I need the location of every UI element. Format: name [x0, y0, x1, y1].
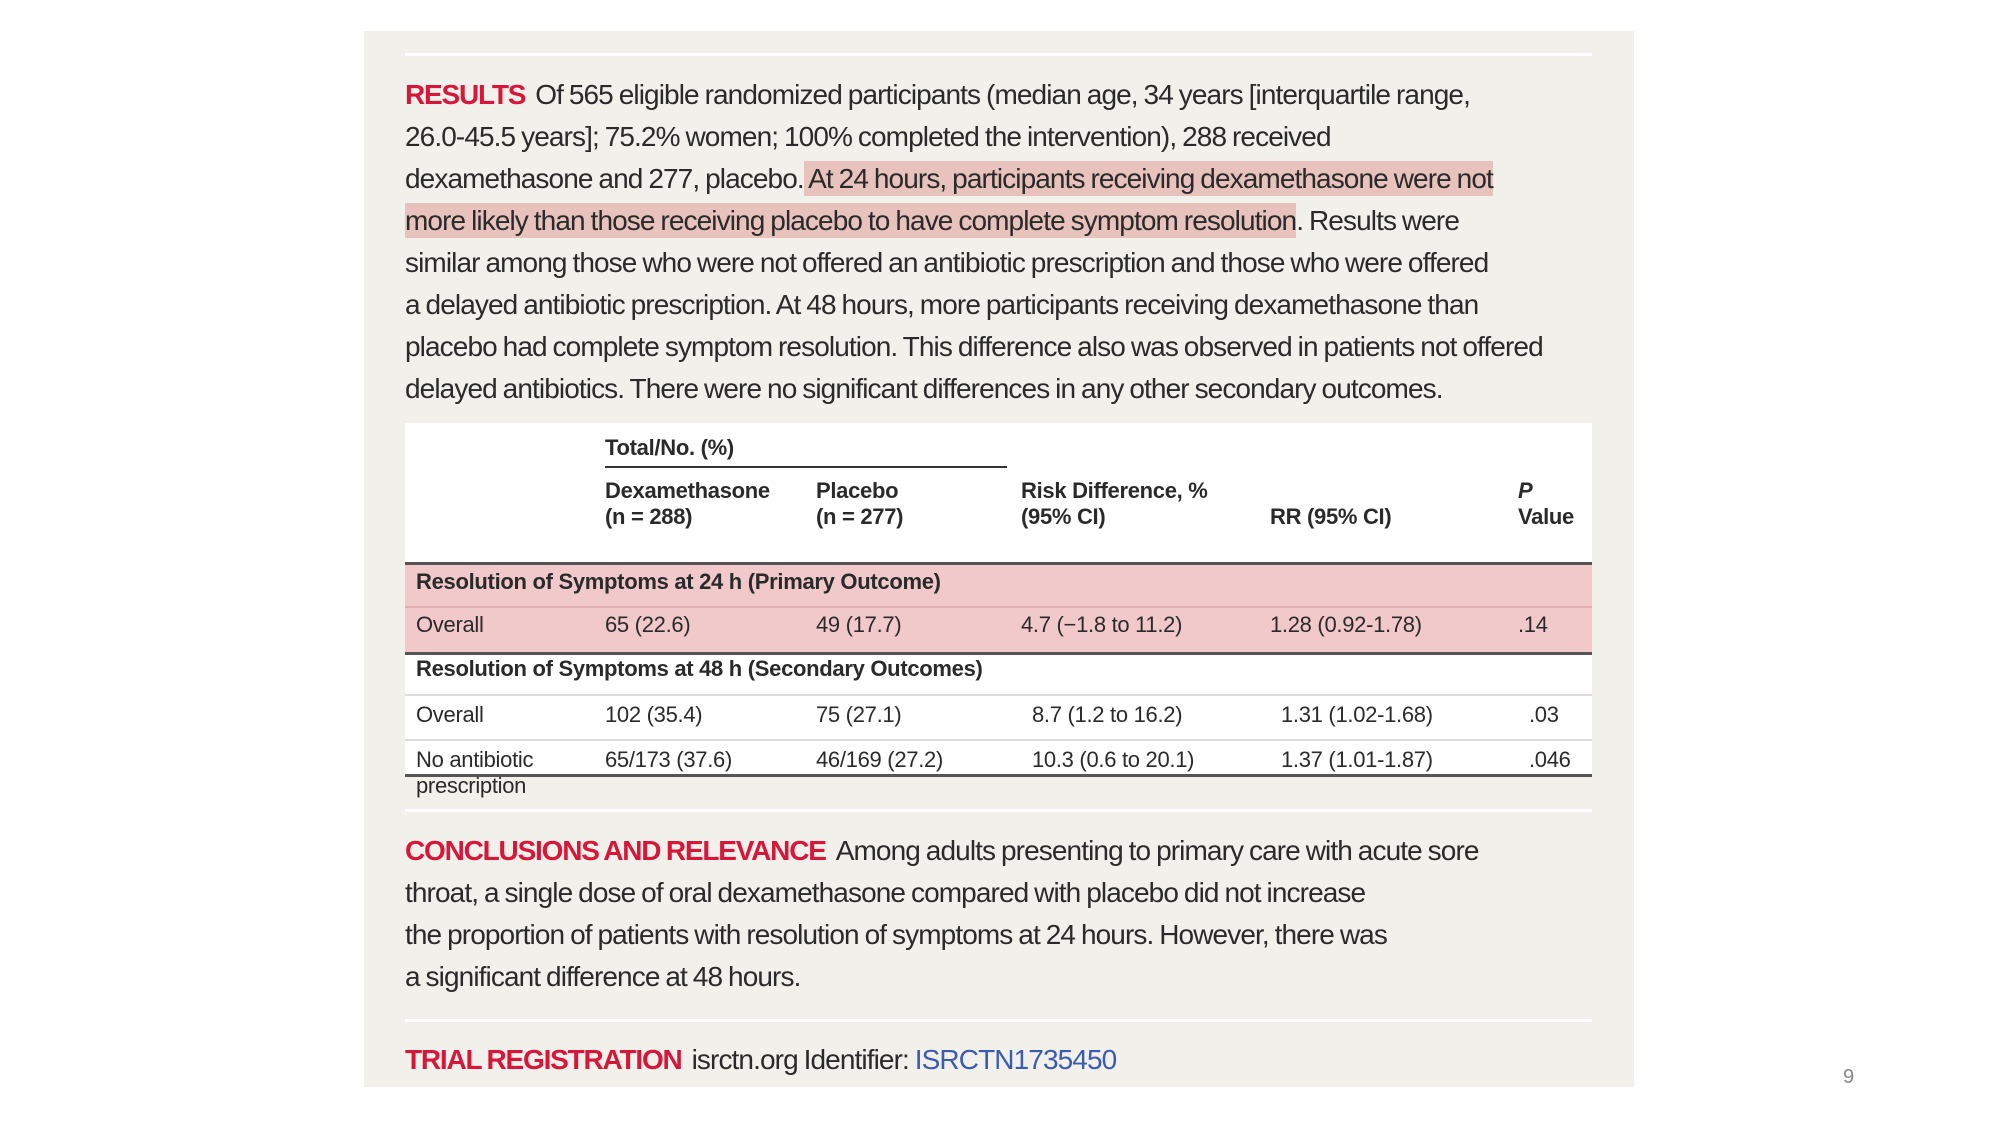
text-segment: dexamethasone and 277, placebo. [405, 163, 805, 194]
trial-id-link[interactable]: ISRCTN1735450 [914, 1044, 1117, 1075]
results-line: similar among those who were not offered… [405, 243, 1489, 283]
table-rule [405, 606, 1592, 608]
text-segment: 26.0-45.5 years]; 75.2% women; 100% comp… [405, 121, 1332, 152]
abstract-panel: RESULTS Of 565 eligible randomized partic… [364, 31, 1634, 1087]
text-segment: similar among those who were not offered… [405, 247, 1489, 278]
row-label: prescription [416, 773, 527, 798]
table-cell: 4.7 (−1.8 to 11.2) [1021, 612, 1183, 637]
text-segment: placebo had complete symptom resolution.… [405, 331, 1544, 362]
table-cell: 65 (22.6) [605, 612, 691, 637]
column-header: (n = 288) [605, 504, 693, 529]
text-segment: a delayed antibiotic prescription. At 48… [405, 289, 1479, 320]
column-header: (95% CI) [1021, 504, 1106, 529]
row-label: Overall [416, 612, 484, 637]
results-line: 26.0-45.5 years]; 75.2% women; 100% comp… [405, 117, 1332, 157]
table-cell: 75 (27.1) [816, 702, 902, 727]
column-header: (n = 277) [816, 504, 904, 529]
conclusions-line: the proportion of patients with resoluti… [405, 915, 1388, 955]
page-number: 9 [1843, 1066, 1855, 1088]
results-line: delayed antibiotics. There were no signi… [405, 369, 1444, 409]
table-rule [405, 652, 1592, 655]
group-header: Total/No. (%) [605, 435, 734, 460]
section-header: Resolution of Symptoms at 24 h (Primary … [416, 569, 941, 594]
results-line: more likely than those receiving placebo… [405, 201, 1460, 241]
section-header: Resolution of Symptoms at 48 h (Secondar… [416, 656, 983, 681]
results-table: Total/No. (%) Dexamethasone (n = 288) Plac… [405, 423, 1592, 798]
table-cell: .046 [1529, 747, 1571, 772]
column-header: Value [1518, 504, 1574, 529]
table-rule [405, 694, 1592, 696]
trial-text: isrctn.org Identifier: [691, 1044, 915, 1075]
trial-registration: TRIAL REGISTRATION isrctn.org Identifier:… [405, 1040, 1117, 1080]
text-segment: the proportion of patients with resoluti… [405, 919, 1388, 950]
conclusions-label: CONCLUSIONS AND RELEVANCE [405, 835, 827, 866]
table-rule [405, 774, 1592, 777]
table-cell: 46/169 (27.2) [816, 747, 943, 772]
divider [405, 53, 1592, 56]
table-cell: .14 [1518, 612, 1548, 637]
table-rule [405, 562, 1592, 565]
table-cell: 1.28 (0.92-1.78) [1270, 612, 1422, 637]
row-label: Overall [416, 702, 484, 727]
table-cell: 102 (35.4) [605, 702, 703, 727]
divider [405, 1019, 1592, 1022]
text-segment: . Results were [1296, 205, 1460, 236]
highlighted-text: At 24 hours, participants receiving dexa… [803, 161, 1494, 196]
primary-outcome-band [405, 565, 1592, 653]
column-header: Placebo [816, 478, 899, 503]
column-header: P [1518, 478, 1533, 503]
text-segment: a significant difference at 48 hours. [405, 961, 801, 992]
results-line: a delayed antibiotic prescription. At 48… [405, 285, 1479, 325]
divider [405, 809, 1592, 812]
text-segment: Of 565 eligible randomized participants … [535, 79, 1471, 110]
highlighted-text: more likely than those receiving placebo… [405, 203, 1297, 238]
table-cell: 1.37 (1.01-1.87) [1281, 747, 1433, 772]
results-label: RESULTS [405, 79, 526, 110]
table-cell: 10.3 (0.6 to 20.1) [1032, 747, 1195, 772]
text-segment: throat, a single dose of oral dexamethas… [405, 877, 1366, 908]
trial-label: TRIAL REGISTRATION [405, 1044, 683, 1075]
table-cell: 8.7 (1.2 to 16.2) [1032, 702, 1183, 727]
column-header: Risk Difference, % [1021, 478, 1208, 503]
text-segment: delayed antibiotics. There were no signi… [405, 373, 1444, 404]
row-label: No antibiotic [416, 747, 534, 772]
table-cell: .03 [1529, 702, 1559, 727]
table-cell: 65/173 (37.6) [605, 747, 732, 772]
text-segment: Among adults presenting to primary care … [835, 835, 1480, 866]
conclusions-line: throat, a single dose of oral dexamethas… [405, 873, 1366, 913]
group-underline [605, 466, 1007, 468]
results-line: RESULTS Of 565 eligible randomized partic… [405, 75, 1471, 115]
table-cell: 49 (17.7) [816, 612, 902, 637]
column-header: Dexamethasone [605, 478, 770, 503]
results-line: placebo had complete symptom resolution.… [405, 327, 1544, 367]
results-line: dexamethasone and 277, placebo. At 24 ho… [405, 159, 1494, 199]
table-cell: 1.31 (1.02-1.68) [1281, 702, 1433, 727]
column-header: RR (95% CI) [1270, 504, 1392, 529]
table-rule [405, 739, 1592, 741]
conclusions-line: CONCLUSIONS AND RELEVANCE Among adults pr… [405, 831, 1479, 871]
conclusions-line: a significant difference at 48 hours. [405, 957, 801, 997]
